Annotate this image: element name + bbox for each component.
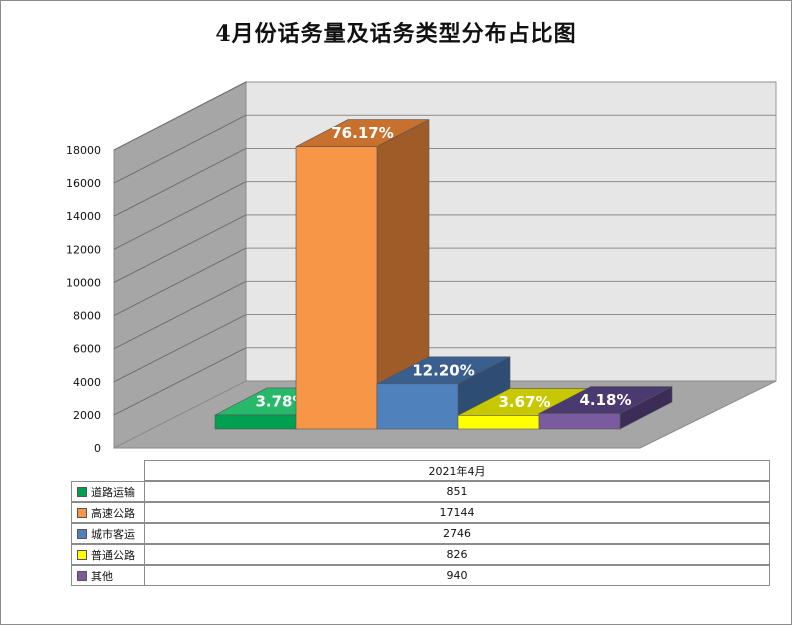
bar-2-front [295,146,378,430]
y-tick-label: 0 [94,442,101,455]
gridline-side [113,81,247,151]
y-tick-label: 8000 [73,310,101,323]
bar-3-front [376,383,459,430]
category-label: 2021年4月 [428,464,486,478]
table-value: 851 [446,485,468,498]
value-cell: 17144 [144,502,770,523]
data-label: 4.18% [579,391,631,409]
legend-label: 其他 [91,569,113,583]
y-tick-label: 4000 [73,376,101,389]
legend-cell: 高速公路 [71,502,144,523]
data-label: 76.17% [331,124,393,142]
value-cell: 2746 [144,523,770,544]
value-cell: 851 [144,481,770,502]
y-tick-label: 6000 [73,343,101,356]
legend-swatch [77,549,87,560]
legend-cell: 普通公路 [71,544,144,565]
legend-label: 道路运输 [91,485,135,499]
legend-cell: 城市客运 [71,523,144,544]
table-value: 17144 [439,506,475,519]
legend-swatch [77,570,87,581]
legend-swatch [77,507,87,518]
legend-label: 高速公路 [91,506,135,520]
data-label: 12.20% [412,361,474,379]
chart-title: 4月份话务量及话务类型分布占比图 [215,21,577,47]
gridline-side [113,147,247,217]
bar-1-front [214,414,297,430]
gridline-side [113,314,247,383]
table-value: 940 [446,569,468,582]
gridline-side [113,214,247,283]
gridline-side [113,181,247,250]
y-tick-label: 14000 [66,210,101,223]
gridline-side [113,114,247,184]
y-tick-label: 12000 [66,243,101,256]
gridline-side [113,347,247,416]
value-cell: 826 [144,544,770,565]
y-tick-label: 16000 [66,177,101,190]
y-tick-label: 10000 [66,276,101,289]
value-cell: 940 [144,565,770,586]
y-tick-label: 2000 [73,409,101,422]
legend-swatch [77,486,87,497]
bar-4-front [457,415,540,430]
legend-swatch [77,528,87,539]
data-label: 3.67% [498,393,550,411]
table-value: 2746 [443,527,471,540]
gridline-side [113,280,247,350]
data-label: 3.78% [255,392,307,410]
legend-cell: 其他 [71,565,144,586]
bar-5-front [538,413,621,430]
gridline-side [113,247,247,317]
legend-label: 普通公路 [91,548,135,562]
legend-label: 城市客运 [91,527,135,541]
table-header: 2021年4月 [144,460,770,481]
y-tick-label: 18000 [66,144,101,157]
legend-cell: 道路运输 [71,481,144,502]
table-value: 826 [446,548,468,561]
